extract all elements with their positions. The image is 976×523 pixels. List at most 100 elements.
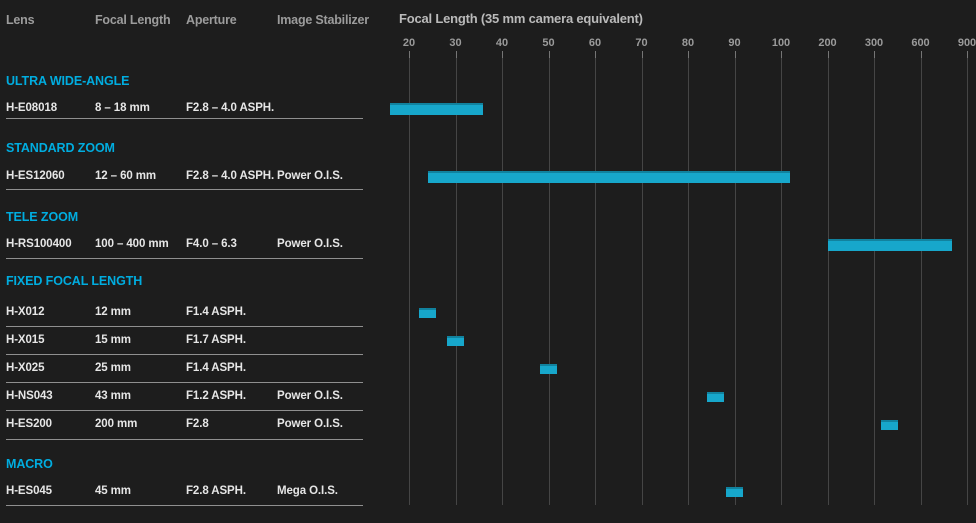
- focal-length-value: 200 mm: [95, 418, 138, 430]
- section-heading: ULTRA WIDE-ANGLE: [6, 74, 130, 88]
- row-separator: [6, 438, 363, 440]
- focal-point-marker: [726, 487, 743, 497]
- axis-tick-label: 900: [957, 37, 976, 49]
- column-header-aperture: Aperture: [186, 13, 237, 27]
- focal-length-value: 45 mm: [95, 485, 131, 497]
- lens-name: H-X015: [6, 334, 45, 346]
- axis-tick-label: 200: [818, 37, 837, 49]
- axis-tick-label: 100: [771, 37, 791, 49]
- gridline: [827, 58, 829, 505]
- lens-name: H-X012: [6, 306, 45, 318]
- row-separator: [6, 189, 363, 190]
- axis-tick-mark: [688, 51, 689, 58]
- lens-name: H-E08018: [6, 102, 57, 114]
- axis-tick-mark: [781, 51, 782, 58]
- stabilizer-value: Power O.I.S.: [277, 390, 343, 402]
- axis-tick-mark: [874, 51, 875, 58]
- focal-point-marker: [707, 392, 725, 402]
- axis-tick-label: 600: [911, 37, 930, 49]
- gridline: [409, 58, 410, 505]
- focal-length-value: 43 mm: [95, 390, 131, 402]
- axis-tick-mark: [595, 51, 596, 58]
- focal-point-marker: [447, 336, 464, 346]
- gridline: [502, 58, 503, 505]
- lens-name: H-RS100400: [6, 238, 72, 250]
- gridline: [920, 58, 922, 505]
- aperture-value: F1.2 ASPH.: [186, 390, 246, 402]
- lens-name: H-ES12060: [6, 170, 65, 182]
- axis-tick-mark: [409, 51, 410, 58]
- row-separator: [6, 504, 363, 506]
- row-separator: [6, 325, 363, 327]
- row-separator: [6, 117, 363, 119]
- aperture-value: F1.4 ASPH.: [186, 306, 246, 318]
- aperture-value: F2.8 ASPH.: [186, 485, 246, 497]
- aperture-value: F2.8 – 4.0 ASPH.: [186, 170, 275, 182]
- focal-range-bar: [827, 239, 952, 251]
- aperture-value: F1.7 ASPH.: [186, 334, 246, 346]
- gridline: [688, 58, 689, 505]
- section-heading: TELE ZOOM: [6, 210, 79, 224]
- gridline: [734, 58, 736, 505]
- chart-title: Focal Length (35 mm camera equivalent): [399, 11, 643, 26]
- axis-tick-label: 70: [635, 37, 648, 49]
- axis-tick-label: 20: [402, 37, 416, 49]
- row-separator: [6, 410, 363, 411]
- gridline: [641, 58, 643, 505]
- axis-tick-mark: [920, 51, 922, 58]
- row-separator: [6, 381, 363, 383]
- focal-length-value: 8 – 18 mm: [95, 102, 150, 114]
- aperture-value: F4.0 – 6.3: [186, 238, 237, 250]
- stabilizer-value: Power O.I.S.: [277, 418, 343, 430]
- column-header-lens: Lens: [6, 13, 35, 27]
- axis-tick-label: 30: [449, 37, 462, 49]
- section-heading: STANDARD ZOOM: [6, 141, 115, 155]
- axis-tick-label: 40: [495, 37, 509, 49]
- gridline: [781, 58, 782, 505]
- aperture-value: F2.8: [186, 418, 209, 430]
- focal-length-value: 25 mm: [95, 362, 131, 374]
- focal-length-value: 12 – 60 mm: [95, 170, 157, 182]
- focal-point-marker: [540, 364, 557, 374]
- gridline: [455, 58, 457, 505]
- axis-tick-mark: [734, 51, 736, 58]
- column-header-image-stabilizer: Image Stabilizer: [277, 13, 369, 27]
- axis-tick-label: 80: [681, 37, 695, 49]
- lens-name: H-X025: [6, 362, 45, 374]
- focal-point-marker: [881, 420, 898, 430]
- aperture-value: F2.8 – 4.0 ASPH.: [186, 102, 275, 114]
- row-separator: [6, 257, 363, 259]
- focal-length-value: 100 – 400 mm: [95, 238, 169, 250]
- axis-tick-mark: [548, 51, 550, 58]
- lens-name: H-NS043: [6, 390, 53, 402]
- axis-tick-mark: [641, 51, 643, 58]
- focal-point-marker: [419, 308, 437, 318]
- stabilizer-value: Power O.I.S.: [277, 238, 343, 250]
- stabilizer-value: Power O.I.S.: [277, 170, 343, 182]
- row-separator: [6, 353, 363, 355]
- gridline: [595, 58, 596, 505]
- aperture-value: F1.4 ASPH.: [186, 362, 246, 374]
- axis-tick-label: 50: [542, 37, 555, 49]
- gridline: [874, 58, 875, 505]
- axis-tick-mark: [455, 51, 457, 58]
- axis-tick-label: 300: [864, 37, 884, 49]
- axis-tick-mark: [827, 51, 829, 58]
- focal-length-value: 15 mm: [95, 334, 131, 346]
- column-header-focal-length: Focal Length: [95, 13, 171, 27]
- stabilizer-value: Mega O.I.S.: [277, 485, 338, 497]
- axis-tick-mark: [967, 51, 968, 58]
- lens-name: H-ES200: [6, 418, 52, 430]
- lens-name: H-ES045: [6, 485, 52, 497]
- gridline: [548, 58, 550, 505]
- focal-range-bar: [427, 171, 791, 183]
- axis-tick-mark: [502, 51, 503, 58]
- section-heading: FIXED FOCAL LENGTH: [6, 274, 143, 288]
- gridline: [967, 58, 968, 505]
- focal-length-value: 12 mm: [95, 306, 131, 318]
- section-heading: MACRO: [6, 457, 53, 471]
- axis-tick-label: 90: [728, 37, 741, 49]
- axis-tick-label: 60: [588, 37, 602, 49]
- focal-range-bar: [390, 103, 484, 115]
